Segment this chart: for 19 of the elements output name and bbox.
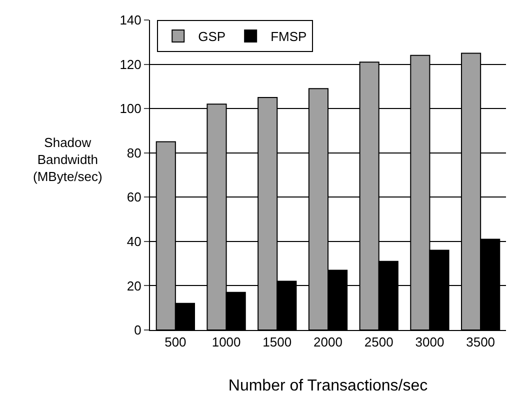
x-tick-label: 2500	[364, 334, 394, 350]
y-tick-label: 0	[134, 322, 142, 338]
legend-label: GSP	[198, 29, 226, 44]
x-axis-title: Number of Transactions/sec	[228, 377, 428, 394]
y-tick-label: 80	[126, 145, 142, 160]
x-tick-label: 3000	[415, 334, 444, 350]
x-tick-label: 2000	[314, 334, 342, 350]
y-tick-label: 120	[120, 56, 142, 72]
y-axis-title: Shadow Bandwidth (MByte/sec)	[33, 135, 102, 184]
legend-label: FMSP	[270, 29, 307, 44]
y-tick-label: 60	[126, 190, 142, 205]
y-tick-label: 100	[120, 101, 142, 116]
y-tick-label: 40	[126, 234, 142, 249]
y-tick-label: 140	[120, 12, 142, 28]
x-tick-label: 1500	[262, 334, 292, 350]
x-tick-label: 1000	[212, 334, 241, 350]
x-tick-label: 500	[164, 334, 186, 350]
y-tick-label: 20	[126, 278, 142, 294]
x-tick-label: 3500	[466, 334, 496, 350]
